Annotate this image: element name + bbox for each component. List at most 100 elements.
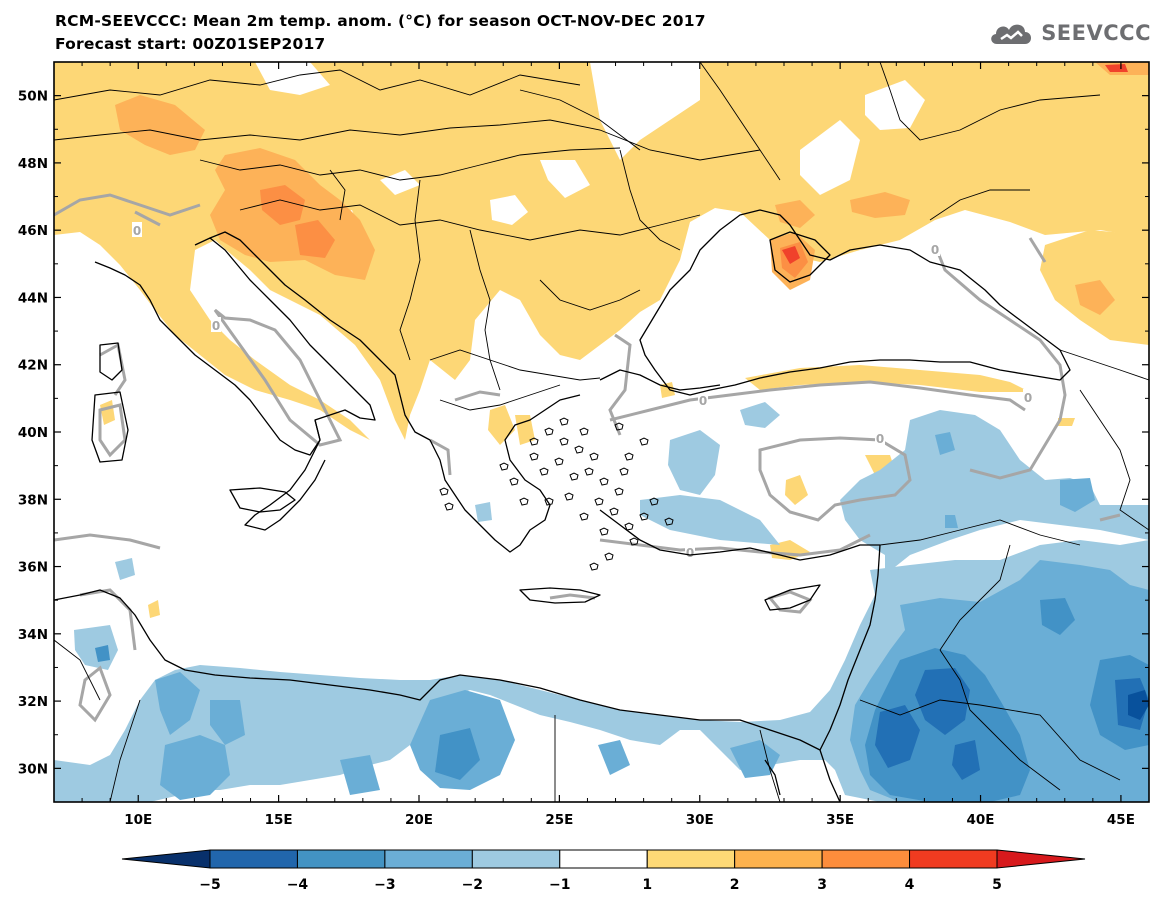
island-outline xyxy=(589,562,599,571)
contour-label-bg xyxy=(930,241,940,256)
island-outline xyxy=(594,497,604,506)
map-plot-area: 0 0 0 0 0 0 0 xyxy=(54,62,1149,802)
lat-tick-label: 30N xyxy=(18,761,48,777)
country-borders xyxy=(54,62,1149,802)
lat-tick-label: 36N xyxy=(18,560,48,576)
contour-label: 0 xyxy=(699,394,707,408)
island-outline xyxy=(439,487,449,496)
contour-label: 0 xyxy=(686,546,694,560)
coastlines xyxy=(54,209,1071,802)
colorbar-bin xyxy=(821,849,911,869)
cloud-logo-icon xyxy=(991,24,1032,44)
island-outline xyxy=(579,512,589,521)
island-outline xyxy=(529,452,539,461)
colorbar-label: 2 xyxy=(730,877,740,893)
lon-tick-label: 40E xyxy=(967,812,995,828)
colorbar-label: 4 xyxy=(905,877,915,893)
island-outline xyxy=(629,537,639,546)
lat-tick-label: 44N xyxy=(18,290,48,306)
lat-tick-label: 42N xyxy=(18,358,48,374)
island-outline xyxy=(639,512,649,521)
colorbar-high-extend xyxy=(996,849,1086,869)
colorbar-label: −2 xyxy=(462,877,483,893)
anomaly-4-5-region xyxy=(782,64,1128,264)
island-outline xyxy=(559,417,569,426)
lat-tick-label: 38N xyxy=(18,492,48,508)
lon-tick-label: 10E xyxy=(124,812,152,828)
island-outline xyxy=(509,477,519,486)
colorbar-bin xyxy=(909,849,998,869)
colorbar-bin xyxy=(296,849,386,869)
axis-ticks: 50N 48N 46N 44N 42N 40N 38N 36N 34N 32N 30N 10E 15E 2… xyxy=(18,62,1150,828)
contour-label: 0 xyxy=(876,432,884,446)
lat-tick-label: 34N xyxy=(18,627,48,643)
island-outline xyxy=(554,457,564,466)
colorbar-label: 3 xyxy=(817,877,827,893)
logo-text: SEEVCCC xyxy=(1041,21,1151,45)
island-outline xyxy=(579,427,589,436)
colorbar-bin xyxy=(559,849,648,869)
contour-labels: 0 0 0 0 0 0 0 xyxy=(132,222,1033,560)
island-outline xyxy=(539,467,549,476)
map-title: RCM-SEEVCCC: Mean 2m temp. anom. (°C) fo… xyxy=(55,12,706,30)
colorbar-bin xyxy=(209,849,298,869)
contour-label: 0 xyxy=(931,243,939,257)
island-outline xyxy=(599,477,609,486)
contour-label-bg xyxy=(1023,389,1033,404)
forecast-start-subtitle: Forecast start: 00Z01SEP2017 xyxy=(55,35,326,53)
colorbar-label: −4 xyxy=(287,877,309,893)
island-outline xyxy=(499,462,509,471)
colorbar-label: 1 xyxy=(642,877,652,893)
island-outline xyxy=(584,467,594,476)
lat-tick-label: 40N xyxy=(18,425,48,441)
contour-label: 0 xyxy=(133,224,141,238)
lat-tick-label: 46N xyxy=(18,223,48,239)
colorbar-label: −5 xyxy=(199,877,220,893)
lon-tick-label: 35E xyxy=(826,812,854,828)
seevccc-logo: SEEVCCC xyxy=(987,18,1151,48)
lat-tick-label: 50N xyxy=(18,89,48,105)
island-outline xyxy=(599,527,609,536)
zero-contour-lines xyxy=(54,193,1121,723)
anomaly-2-3-region xyxy=(115,62,1149,315)
aegean-islands xyxy=(439,417,674,571)
island-outline xyxy=(624,522,634,531)
lon-tick-label: 15E xyxy=(265,812,293,828)
contour-label: 0 xyxy=(212,319,220,333)
island-outline xyxy=(614,422,624,431)
contour-label-bg xyxy=(698,392,708,407)
contour-label-bg xyxy=(211,317,221,332)
island-outline xyxy=(519,497,529,506)
anomaly-below-minus5-region xyxy=(1128,690,1149,720)
colorbar-bin xyxy=(471,849,561,869)
colorbar-label: 5 xyxy=(992,877,1002,893)
colorbar: −5 −4 −3 −2 −1 1 2 3 4 5 xyxy=(121,849,1086,893)
lon-tick-label: 25E xyxy=(545,812,573,828)
island-outline xyxy=(614,487,624,496)
island-outline xyxy=(529,437,539,446)
island-outline xyxy=(639,437,649,446)
island-outline xyxy=(564,492,574,501)
colorbar-bin xyxy=(646,849,736,869)
island-outline xyxy=(544,497,554,506)
contour-label-bg xyxy=(685,544,695,559)
lon-tick-label: 20E xyxy=(405,812,433,828)
island-outline xyxy=(574,445,584,454)
lon-tick-label: 45E xyxy=(1107,812,1135,828)
island-outline xyxy=(589,452,599,461)
island-outline xyxy=(604,552,614,561)
colorbar-bin xyxy=(734,849,823,869)
island-outline xyxy=(619,467,629,476)
island-outline xyxy=(609,507,619,516)
island-outline xyxy=(569,472,579,481)
colorbar-bin xyxy=(384,849,473,869)
island-outline xyxy=(444,502,454,511)
colorbar-low-extend xyxy=(121,849,211,869)
island-outline xyxy=(649,497,659,506)
colorbar-label: −3 xyxy=(374,877,395,893)
lat-tick-label: 32N xyxy=(18,694,48,710)
island-outline xyxy=(559,437,569,446)
lon-tick-label: 30E xyxy=(686,812,714,828)
contour-label-bg xyxy=(132,222,142,237)
